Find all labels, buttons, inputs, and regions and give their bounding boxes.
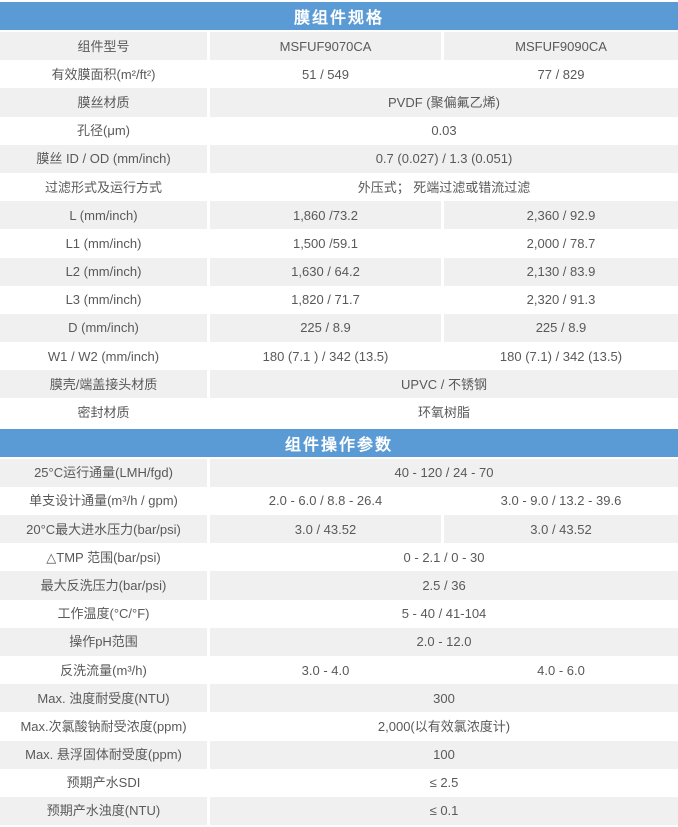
row-label: 单支设计通量(m³/h / gpm): [29, 493, 178, 509]
row-value-col2: 2,130 / 83.9: [444, 257, 678, 286]
table-row: L1 (mm/inch) 1,500 /59.1 2,000 / 78.7: [0, 229, 678, 257]
row-value-col1: MSFUF9070CA: [210, 32, 441, 61]
row-label: 最大反洗压力(bar/psi): [0, 571, 207, 600]
row-value-col2: 3.0 - 9.0 / 13.2 - 39.6: [500, 493, 622, 509]
table-row: 组件型号 MSFUF9070CA MSFUF9090CA: [0, 32, 678, 61]
table-row: Max. 浊度耐受度(NTU) 300: [0, 684, 678, 713]
table-row: 反洗流量(m³/h) 3.0 - 4.0 4.0 - 6.0: [0, 656, 678, 684]
row-value-col2: 2,360 / 92.9: [444, 201, 678, 230]
row-label: 20°C最大进水压力(bar/psi): [0, 515, 207, 544]
row-label: 工作温度(°C/°F): [57, 606, 150, 622]
table-row: L3 (mm/inch) 1,820 / 71.7 2,320 / 91.3: [0, 286, 678, 314]
row-value-merged: ≤ 0.1: [210, 796, 678, 826]
table-row: 最大反洗压力(bar/psi) 2.5 / 36: [0, 571, 678, 600]
row-value-col1: 1,630 / 64.2: [210, 257, 441, 286]
row-label: 组件型号: [0, 32, 207, 61]
spec-section: 膜组件规格 组件型号 MSFUF9070CA MSFUF9090CA 有效膜面积(m²/…: [0, 2, 678, 427]
row-value-col1: 180 (7.1 ) / 342 (13.5): [262, 348, 389, 364]
table-row: D (mm/inch) 225 / 8.9 225 / 8.9: [0, 313, 678, 343]
row-label: 操作pH范围: [0, 627, 207, 656]
row-value-merged: UPVC / 不锈钢: [210, 370, 678, 399]
row-value-col2: 225 / 8.9: [444, 313, 678, 343]
row-value-merged: 环氧树脂: [417, 405, 470, 421]
row-label: 膜壳/端盖接头材质: [0, 370, 207, 399]
row-label: 孔径(μm): [77, 123, 130, 139]
row-value-merged: 40 - 120 / 24 - 70: [210, 458, 678, 487]
row-value-merged: 2,000(以有效氯浓度计): [377, 718, 511, 734]
section-header: 膜组件规格: [0, 2, 678, 30]
row-value-col1: 1,860 /73.2: [210, 201, 441, 230]
table-row: 膜丝 ID / OD (mm/inch) 0.7 (0.027) / 1.3 (0…: [0, 144, 678, 173]
row-label: L1 (mm/inch): [65, 235, 142, 251]
row-value-col2: MSFUF9090CA: [444, 32, 678, 61]
table-row: 预期产水SDI ≤ 2.5: [0, 769, 678, 797]
row-value-merged: 0 - 2.1 / 0 - 30: [403, 549, 485, 565]
row-label: 膜丝材质: [0, 88, 207, 117]
row-value-col2: 4.0 - 6.0: [537, 662, 585, 678]
row-value-col2: 3.0 / 43.52: [444, 515, 678, 544]
row-value-col1: 1,500 /59.1: [292, 235, 359, 251]
row-value-col2: 2,000 / 78.7: [526, 235, 596, 251]
row-label: 反洗流量(m³/h): [60, 662, 147, 678]
row-value-col1: 3.0 / 43.52: [210, 515, 441, 544]
row-value-merged: 0.7 (0.027) / 1.3 (0.051): [210, 144, 678, 173]
row-label: L (mm/inch): [0, 201, 207, 230]
row-value-merged: 2.5 / 36: [210, 571, 678, 600]
row-value-merged: 外压式； 死端过滤或错流过滤: [357, 179, 531, 195]
row-label: 过滤形式及运行方式: [44, 179, 162, 195]
table-row: 单支设计通量(m³/h / gpm) 2.0 - 6.0 / 8.8 - 26.4…: [0, 487, 678, 515]
row-value-col1: 1,820 / 71.7: [291, 292, 360, 308]
row-label: Max. 悬浮固体耐受度(ppm): [0, 740, 207, 769]
row-label: 预期产水SDI: [66, 775, 141, 791]
spec-section: 组件操作参数 25°C运行通量(LMH/fgd) 40 - 120 / 24 - 7…: [0, 428, 678, 826]
table-row: 密封材质 环氧树脂: [0, 398, 678, 426]
row-label: L3 (mm/inch): [65, 292, 142, 308]
row-value-merged: PVDF (聚偏氟乙烯): [210, 88, 678, 117]
row-value-merged: 2.0 - 12.0: [210, 627, 678, 656]
table-row: L2 (mm/inch) 1,630 / 64.2 2,130 / 83.9: [0, 257, 678, 286]
row-value-col2: 77 / 829: [537, 66, 585, 82]
row-value-col1: 3.0 - 4.0: [301, 662, 350, 678]
row-value-merged: 100: [210, 740, 678, 769]
row-label: 膜丝 ID / OD (mm/inch): [0, 144, 207, 173]
row-value-merged: 300: [210, 684, 678, 713]
table-row: W1 / W2 (mm/inch) 180 (7.1 ) / 342 (13.5)…: [0, 342, 678, 370]
row-value-col1: 225 / 8.9: [210, 313, 441, 343]
row-value-col2: 180 (7.1) / 342 (13.5): [499, 348, 623, 364]
row-label: Max.次氯酸钠耐受浓度(ppm): [20, 718, 187, 734]
table-row: 操作pH范围 2.0 - 12.0: [0, 627, 678, 656]
table-row: 20°C最大进水压力(bar/psi) 3.0 / 43.52 3.0 / 43.5…: [0, 515, 678, 544]
row-label: △TMP 范围(bar/psi): [46, 549, 161, 565]
table-row: 有效膜面积(m²/ft²) 51 / 549 77 / 829: [0, 60, 678, 88]
table-row: 25°C运行通量(LMH/fgd) 40 - 120 / 24 - 70: [0, 458, 678, 487]
row-label: D (mm/inch): [0, 313, 207, 343]
table-row: Max. 悬浮固体耐受度(ppm) 100: [0, 740, 678, 769]
row-label: 25°C运行通量(LMH/fgd): [0, 458, 207, 487]
section-header: 组件操作参数: [0, 428, 678, 457]
row-label: 密封材质: [77, 405, 130, 421]
table-row: △TMP 范围(bar/psi) 0 - 2.1 / 0 - 30: [0, 543, 678, 571]
table-row: 工作温度(°C/°F) 5 - 40 / 41-104: [0, 600, 678, 628]
row-value-col2: 2,320 / 91.3: [526, 292, 596, 308]
row-value-merged: ≤ 2.5: [429, 775, 459, 791]
table-row: 膜丝材质 PVDF (聚偏氟乙烯): [0, 88, 678, 117]
row-label: W1 / W2 (mm/inch): [47, 348, 160, 364]
table-row: 孔径(μm) 0.03: [0, 117, 678, 145]
row-label: 预期产水浊度(NTU): [0, 796, 207, 826]
table-row: 预期产水浊度(NTU) ≤ 0.1: [0, 796, 678, 826]
row-label: 有效膜面积(m²/ft²): [51, 66, 156, 82]
row-value-col1: 51 / 549: [302, 66, 349, 82]
table-row: L (mm/inch) 1,860 /73.2 2,360 / 92.9: [0, 201, 678, 230]
row-value-col1: 2.0 - 6.0 / 8.8 - 26.4: [268, 493, 383, 509]
row-label: Max. 浊度耐受度(NTU): [0, 684, 207, 713]
row-label: L2 (mm/inch): [0, 257, 207, 286]
row-value-merged: 5 - 40 / 41-104: [401, 606, 487, 622]
row-value-merged: 0.03: [431, 123, 457, 139]
table-row: 过滤形式及运行方式 外压式； 死端过滤或错流过滤: [0, 173, 678, 201]
table-row: Max.次氯酸钠耐受浓度(ppm) 2,000(以有效氯浓度计): [0, 712, 678, 740]
table-row: 膜壳/端盖接头材质 UPVC / 不锈钢: [0, 370, 678, 399]
